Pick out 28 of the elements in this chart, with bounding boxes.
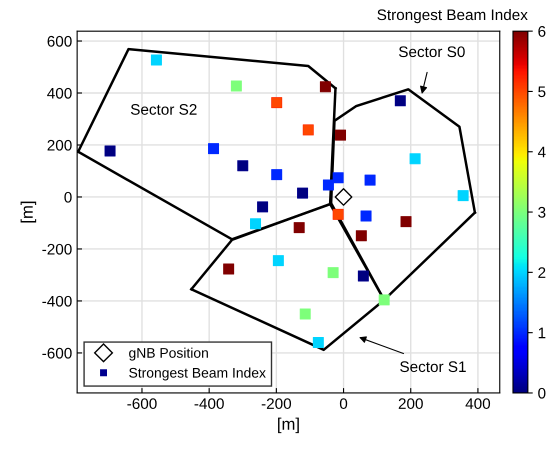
color-bar-label: 4 (538, 146, 546, 158)
color-bar-title: Strongest Beam Index (377, 8, 528, 24)
y-tick-label: 0 (64, 192, 72, 203)
annotation: Sector S2 (130, 104, 197, 115)
legend-label: Strongest Beam Index (129, 368, 266, 380)
legend-label: gNB Position (129, 348, 208, 361)
y-axis-title: [m] (20, 202, 36, 222)
y-tick-label: 400 (47, 88, 72, 99)
y-tick-label: -200 (42, 244, 72, 255)
color-bar-label: 2 (538, 267, 546, 278)
x-tick-label: -400 (194, 398, 224, 410)
x-tick-label: -600 (127, 398, 157, 410)
color-bar-label: 6 (538, 26, 546, 37)
y-tick-label: -400 (42, 296, 72, 307)
y-tick-label: 200 (48, 140, 72, 151)
x-axis-title: [m] (278, 418, 299, 434)
color-bar-label: 0 (538, 388, 546, 399)
annotation: Sector S1 (400, 361, 466, 372)
y-tick-label: -600 (42, 348, 72, 359)
x-tick-label: 0 (340, 398, 348, 410)
annotation: Sector S0 (398, 46, 465, 58)
x-tick-label: -200 (262, 398, 292, 410)
y-tick-label: 600 (48, 36, 72, 47)
color-bar-label: 1 (538, 328, 546, 338)
color-bar-label: 3 (538, 206, 546, 218)
color-bar-label: 5 (538, 86, 546, 98)
x-tick-label: 200 (398, 398, 423, 410)
x-tick-label: 400 (466, 398, 490, 410)
